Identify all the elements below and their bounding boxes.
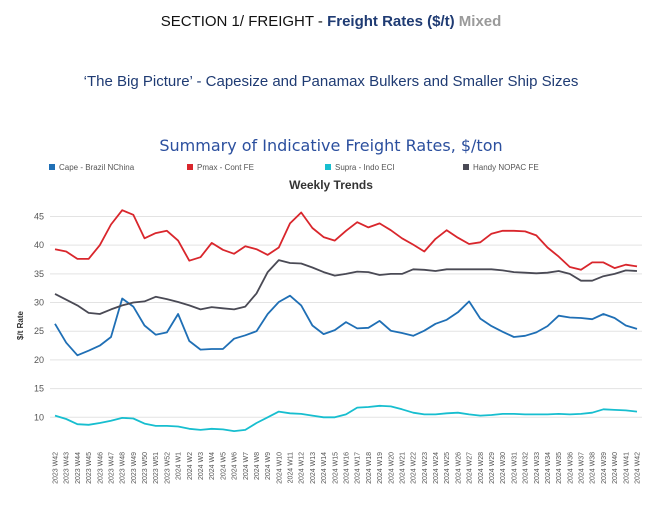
x-tick-label: 2024 W31 xyxy=(511,452,518,484)
legend-swatch-1 xyxy=(187,164,193,170)
x-tick-label: 2024 W42 xyxy=(635,452,642,484)
x-tick-label: 2024 W38 xyxy=(590,452,597,484)
legend-label-0: Cape - Brazil NChina xyxy=(59,163,135,172)
x-tick-label: 2024 W26 xyxy=(455,452,462,484)
x-tick-label: 2023 W49 xyxy=(131,452,138,484)
x-tick-label: 2023 W47 xyxy=(108,452,115,484)
x-tick-label: 2024 W4 xyxy=(209,452,216,480)
x-tick-label: 2024 W28 xyxy=(478,452,485,484)
x-tick-label: 2024 W13 xyxy=(310,452,317,484)
x-tick-label: 2023 W46 xyxy=(97,452,104,484)
x-tick-label: 2024 W3 xyxy=(198,452,205,480)
x-tick-label: 2024 W2 xyxy=(187,452,194,480)
x-tick-label: 2023 W42 xyxy=(53,452,60,484)
x-tick-label: 2024 W21 xyxy=(399,452,406,484)
series-line-2 xyxy=(54,404,638,432)
chart-subtitle: Weekly Trends xyxy=(289,178,373,192)
x-tick-label: 2024 W35 xyxy=(556,452,563,484)
legend-label-3: Handy NOPAC FE xyxy=(473,163,539,172)
y-tick-label: 15 xyxy=(34,384,44,394)
x-tick-label: 2023 W44 xyxy=(75,452,82,484)
section-title: SECTION 1/ FREIGHT - Freight Rates ($/t)… xyxy=(0,13,662,30)
section-status: Mixed xyxy=(454,13,502,30)
x-tick-label: 2024 W1 xyxy=(176,452,183,480)
x-tick-label: 2024 W34 xyxy=(545,452,552,484)
x-tick-label: 2024 W33 xyxy=(534,452,541,484)
x-tick-label: 2024 W39 xyxy=(601,452,608,484)
y-tick-label: 10 xyxy=(34,412,44,422)
y-tick-label: 25 xyxy=(34,326,44,336)
x-tick-label: 2024 W15 xyxy=(332,452,339,484)
legend-swatch-2 xyxy=(325,164,331,170)
x-tick-label: 2024 W32 xyxy=(523,452,530,484)
x-tick-label: 2024 W37 xyxy=(579,452,586,484)
chart-title: Summary of Indicative Freight Rates, $/t… xyxy=(159,136,503,155)
x-tick-label: 2024 W8 xyxy=(254,452,261,480)
x-tick-label: 2024 W29 xyxy=(489,452,496,484)
x-tick-label: 2023 W52 xyxy=(164,452,171,484)
section-prefix: SECTION 1/ FREIGHT - xyxy=(160,13,328,30)
x-tick-label: 2024 W22 xyxy=(411,452,418,484)
x-tick-label: 2023 W48 xyxy=(120,452,127,484)
x-tick-label: 2024 W20 xyxy=(388,452,395,484)
legend-label-2: Supra - Indo ECI xyxy=(335,163,395,172)
y-tick-label: 20 xyxy=(34,355,44,365)
x-tick-label: 2024 W7 xyxy=(243,452,250,480)
x-tick-label: 2024 W25 xyxy=(444,452,451,484)
series-line-3 xyxy=(54,259,638,315)
x-tick-label: 2024 W16 xyxy=(344,452,351,484)
x-tick-label: 2024 W14 xyxy=(321,452,328,484)
legend-label-1: Pmax - Cont FE xyxy=(197,163,254,172)
legend-swatch-0 xyxy=(49,164,55,170)
series-line-0 xyxy=(54,294,638,357)
y-tick-label: 35 xyxy=(34,269,44,279)
x-tick-label: 2024 W24 xyxy=(433,452,440,484)
y-tick-label: 30 xyxy=(34,298,44,308)
x-tick-label: 2024 W11 xyxy=(288,452,295,483)
section-bold-title: Freight Rates ($/t) xyxy=(327,13,455,30)
x-tick-label: 2024 W30 xyxy=(500,452,507,484)
x-tick-label: 2024 W40 xyxy=(612,452,619,484)
x-tick-label: 2024 W41 xyxy=(623,452,630,484)
x-tick-label: 2023 W50 xyxy=(142,452,149,484)
x-tick-label: 2024 W10 xyxy=(276,452,283,484)
y-tick-label: 40 xyxy=(34,240,44,250)
x-tick-label: 2024 W5 xyxy=(220,452,227,480)
x-tick-label: 2023 W45 xyxy=(86,452,93,484)
x-tick-label: 2023 W43 xyxy=(64,452,71,484)
page-subtitle: ‘The Big Picture’ - Capesize and Panamax… xyxy=(83,73,579,90)
x-tick-label: 2024 W23 xyxy=(422,452,429,484)
y-axis-label: $/t Rate xyxy=(16,311,25,340)
x-tick-label: 2024 W12 xyxy=(299,452,306,484)
legend-swatch-3 xyxy=(463,164,469,170)
series-line-1 xyxy=(54,209,638,271)
x-tick-label: 2024 W18 xyxy=(366,452,373,484)
x-tick-label: 2023 W51 xyxy=(153,452,160,484)
y-tick-label: 45 xyxy=(34,211,44,221)
x-tick-label: 2024 W17 xyxy=(355,452,362,484)
x-tick-label: 2024 W27 xyxy=(467,452,474,484)
x-tick-label: 2024 W9 xyxy=(265,452,272,480)
x-tick-label: 2024 W36 xyxy=(567,452,574,484)
x-tick-label: 2024 W6 xyxy=(232,452,239,480)
x-tick-label: 2024 W19 xyxy=(377,452,384,484)
